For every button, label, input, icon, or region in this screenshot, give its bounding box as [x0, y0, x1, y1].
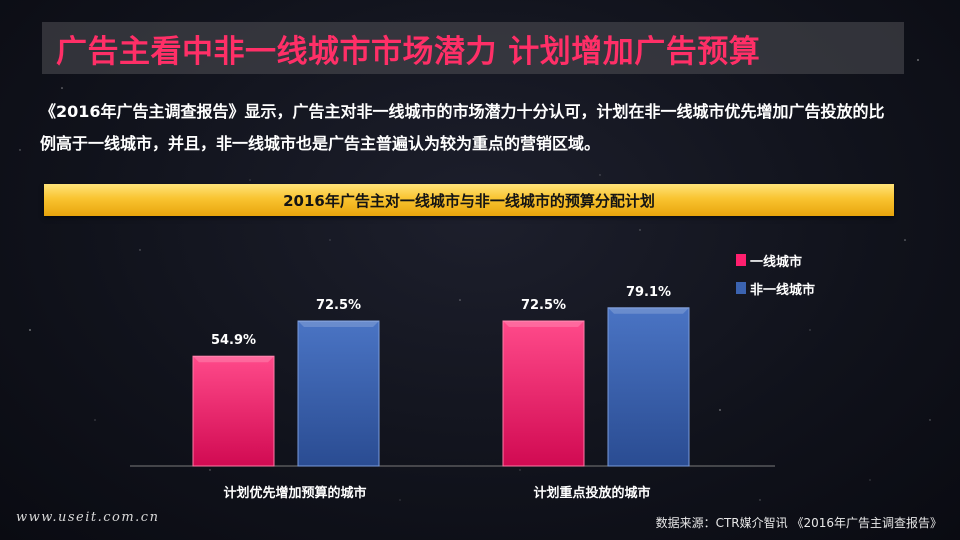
bar-non-tier1-0: [297, 320, 380, 467]
data-label-0-0: 54.9%: [211, 333, 256, 348]
bar-bevel-1-1: [608, 307, 689, 314]
chart-legend: 一线城市 非一线城市: [736, 246, 815, 302]
chart-title: 2016年广告主对一线城市与非一线城市的预算分配计划: [283, 191, 655, 210]
data-label-0-1: 72.5%: [521, 298, 566, 313]
legend-swatch-tier1: [736, 254, 746, 266]
legend-label-non-tier1: 非一线城市: [750, 282, 816, 298]
bar-bevel-1-0: [298, 321, 379, 327]
bar-bevel-0-1: [503, 321, 584, 327]
legend-label-tier1: 一线城市: [750, 254, 803, 270]
title-bar: 广告主看中非一线城市市场潜力 计划增加广告预算: [42, 22, 904, 74]
source-note: 数据来源：CTR媒介智讯 《2016年广告主调查报告》: [655, 516, 942, 530]
bar-tier1-0: [192, 355, 275, 467]
page-title: 广告主看中非一线城市市场潜力 计划增加广告预算: [56, 33, 761, 70]
category-label-1: 计划重点投放的城市: [533, 485, 650, 501]
chart-title-bar: 2016年广告主对一线城市与非一线城市的预算分配计划: [44, 184, 894, 216]
category-label-0: 计划优先增加预算的城市: [223, 485, 366, 501]
legend-item-tier1: 一线城市: [736, 246, 815, 274]
data-label-1-1: 79.1%: [626, 285, 671, 300]
bar-tier1-1: [502, 320, 585, 467]
legend-swatch-non-tier1: [736, 282, 746, 294]
legend-item-non-tier1: 非一线城市: [736, 274, 815, 302]
watermark: www.useit.com.cn: [16, 510, 160, 525]
data-label-1-0: 72.5%: [316, 298, 361, 313]
bar-non-tier1-1: [607, 307, 690, 467]
bar-bevel-0-0: [193, 356, 274, 363]
intro-paragraph: 《2016年广告主调查报告》显示，广告主对非一线城市的市场潜力十分认可，计划在非…: [40, 102, 885, 153]
